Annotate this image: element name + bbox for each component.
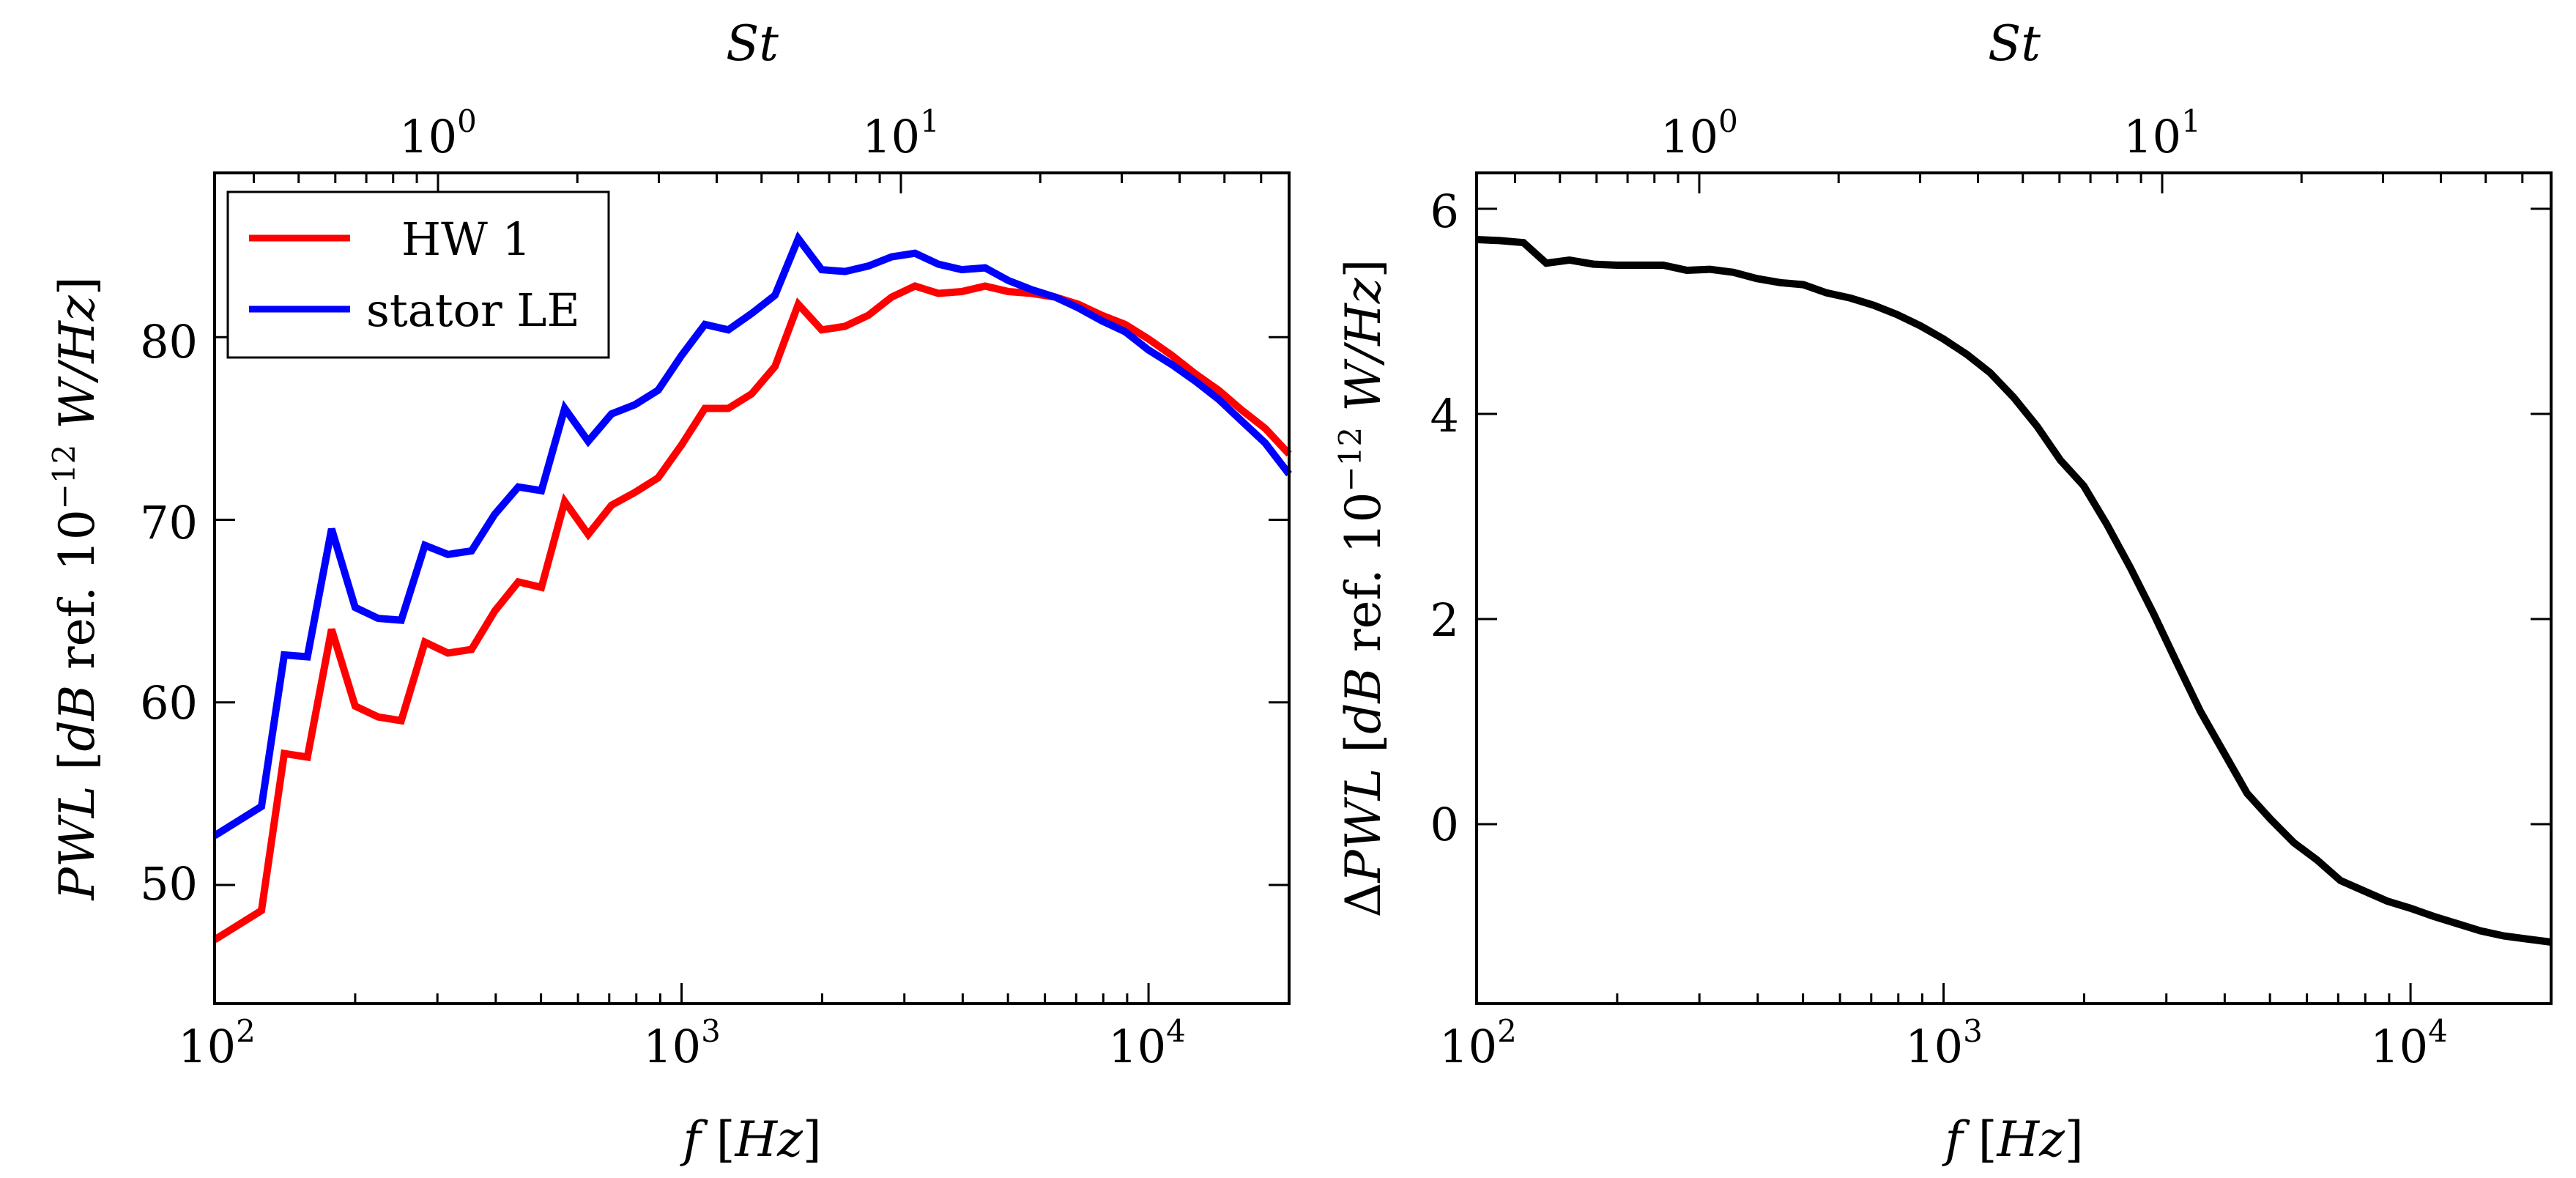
right-series-layer <box>1476 236 2552 946</box>
right-xtick-label-100: 102 <box>1439 1013 1517 1073</box>
legend-label-stator-le: stator LE <box>366 284 580 337</box>
right-toptick-label-10: 101 <box>2123 103 2201 163</box>
left-xtick-label-100: 102 <box>178 1013 256 1073</box>
right-plot-frame <box>1475 171 2553 1005</box>
left-x-axis-label: f [Hz] <box>679 1111 821 1168</box>
left-ytick-label-60: 60 <box>140 676 198 730</box>
left-ytick-label-70: 70 <box>140 496 198 549</box>
left-xtick-label-10000: 104 <box>1108 1013 1186 1073</box>
right-ticks-layer <box>1475 173 2553 1004</box>
left-xtick-label-1000: 103 <box>643 1013 721 1073</box>
left-ytick-label-50: 50 <box>140 857 198 911</box>
right-xtick-label-1000: 103 <box>1905 1013 1983 1073</box>
right-ytick-label-4: 4 <box>1430 389 1459 442</box>
right-ytick-label-6: 6 <box>1430 185 1459 238</box>
legend: HW 1 stator LE <box>226 190 610 359</box>
legend-label-hw1: HW 1 <box>401 212 531 266</box>
right-top-axis-label: St <box>1988 15 2041 72</box>
right-toptick-label-1: 100 <box>1660 103 1738 163</box>
right-ytick-label-0: 0 <box>1430 798 1459 851</box>
left-series-layer <box>212 231 1292 944</box>
left-series-line-stator-le <box>212 231 1292 839</box>
left-ytick-label-80: 80 <box>140 315 198 368</box>
left-plot-frame <box>213 171 1291 1005</box>
right-y-axis-label: ΔPWL [dB ref. 10−12 W/Hz] <box>1332 259 1392 918</box>
right-xtick-label-10000: 104 <box>2370 1013 2448 1073</box>
right-series-line-pwl <box>1476 236 2552 946</box>
right-x-axis-label: f [Hz] <box>1941 1111 2083 1168</box>
left-panel: 102 103 104 100 101 St 50 60 70 80 f [Hz… <box>46 15 1292 1168</box>
left-toptick-label-1: 100 <box>399 103 477 163</box>
right-ytick-label-2: 2 <box>1430 593 1459 647</box>
left-y-axis-label: PWL [dB ref. 10−12 W/Hz] <box>46 277 105 901</box>
left-ticks-layer <box>213 173 1291 1004</box>
left-toptick-label-10: 101 <box>862 103 940 163</box>
legend-box <box>226 190 610 359</box>
left-top-axis-label: St <box>726 15 779 72</box>
left-series-line-hw-1 <box>212 282 1292 944</box>
right-panel: 102 103 104 100 101 St 0 2 4 6 f [Hz] ΔP… <box>1332 15 2553 1168</box>
